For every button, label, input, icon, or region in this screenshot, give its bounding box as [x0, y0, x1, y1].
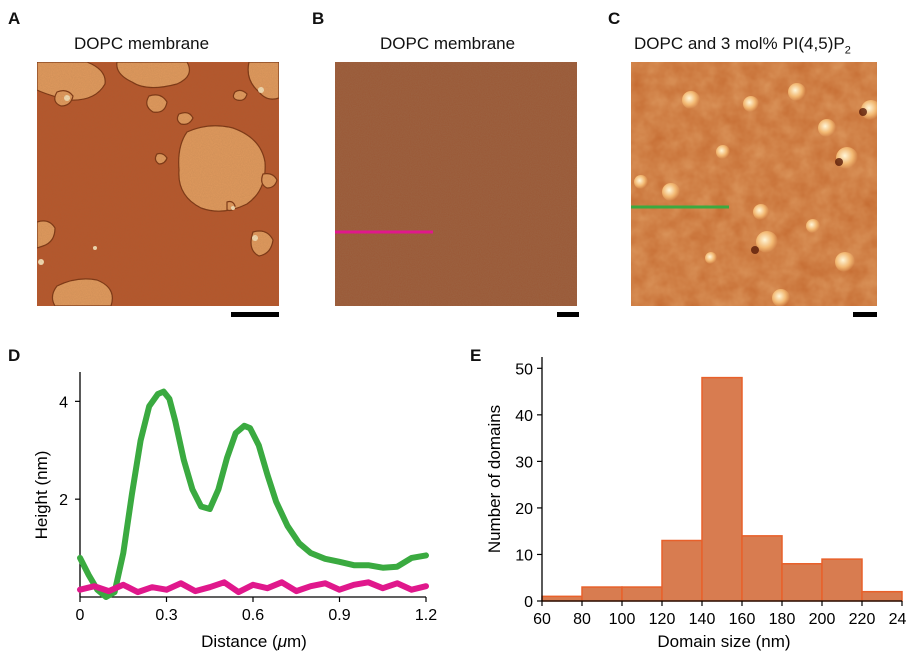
x-axis-label-mu: μ: [277, 632, 288, 651]
pip2-clusters: [634, 83, 877, 306]
x-tick-label: 60: [533, 611, 551, 628]
panel-letter-c: C: [608, 9, 621, 28]
x-tick-label: 240: [889, 611, 906, 628]
x-tick-label: 80: [573, 611, 591, 628]
chart-ticks: 0 0.3 0.6 0.9 1.2 2 4: [59, 394, 437, 624]
y-tick-label: 2: [59, 492, 68, 509]
y-tick-label: 10: [515, 547, 533, 564]
panel-letter-e: E: [470, 346, 482, 365]
x-axis-label-main: Distance (: [201, 632, 278, 651]
x-tick-label: 160: [729, 611, 756, 628]
y-tick-label: 30: [515, 454, 533, 471]
panel-c-title: DOPC and 3 mol% PI(4,5)P2: [634, 34, 851, 56]
panel-b-title: DOPC membrane: [380, 34, 516, 53]
histogram-bar: [861, 590, 903, 602]
series-line-1: [77, 579, 429, 596]
histogram-bar: [741, 535, 783, 602]
afm-image-c: [631, 62, 877, 306]
chart-series: [77, 388, 429, 600]
domain-size-histogram: 608010012014016018020022024001020304050 …: [485, 357, 906, 651]
y-tick-label: 0: [524, 594, 533, 611]
x-tick-label: 1.2: [415, 607, 437, 624]
y-tick-label: 20: [515, 501, 533, 518]
surface-texture: [37, 62, 279, 306]
panel-letter-b: B: [312, 9, 325, 28]
x-tick-label: 0.6: [242, 607, 264, 624]
y-axis-label: Height (nm): [32, 451, 51, 540]
scale-bar-b: [557, 312, 579, 317]
x-tick-label: 220: [849, 611, 876, 628]
x-tick-label: 200: [809, 611, 836, 628]
histogram-bar: [621, 586, 663, 602]
dark-pits: [751, 108, 867, 254]
y-axis-label: Number of domains: [485, 405, 504, 553]
panel-letter-a: A: [8, 9, 21, 28]
x-tick-label: 0.9: [328, 607, 350, 624]
histogram-bar: [781, 563, 823, 602]
scale-bar-a: [231, 312, 279, 317]
chart-axes: [541, 357, 902, 602]
x-tick-label: 120: [649, 611, 676, 628]
x-tick-label: 180: [769, 611, 796, 628]
panel-a-title: DOPC membrane: [74, 34, 210, 53]
x-tick-label: 0.3: [155, 607, 177, 624]
x-axis-label: Domain size (nm): [657, 632, 790, 651]
x-axis-label: Distance (μm): [201, 632, 307, 651]
histogram-bar: [541, 595, 583, 602]
panel-c-title-subscript: 2: [844, 44, 851, 57]
panel-letter-d: D: [8, 346, 21, 365]
histogram-bar: [581, 586, 623, 602]
y-tick-label: 4: [59, 394, 68, 411]
panel-c-title-main: DOPC and 3 mol% PI(4,5)P: [634, 34, 845, 53]
series-line-0: [77, 388, 429, 600]
x-tick-label: 0: [76, 607, 85, 624]
x-tick-label: 100: [609, 611, 636, 628]
histogram-bar: [701, 376, 743, 602]
histogram-bars: [541, 376, 903, 602]
y-tick-label: 50: [515, 361, 533, 378]
afm-image-b: [335, 62, 577, 306]
y-tick-label: 40: [515, 408, 533, 425]
surface-texture: [335, 62, 577, 306]
x-tick-label: 140: [689, 611, 716, 628]
histogram-bar: [661, 539, 703, 602]
x-axis-label-end: m): [287, 632, 307, 651]
line-profile-chart: 0 0.3 0.6 0.9 1.2 2 4 Height (nm) Distance (μm…: [32, 372, 437, 651]
scale-bar-c: [853, 312, 877, 317]
afm-image-a: [37, 62, 279, 306]
chart-ticks: 60 80 100 120 140 160 180 200 220 240 0 10 20 30 40 50: [515, 361, 906, 628]
histogram-bar: [821, 558, 863, 602]
